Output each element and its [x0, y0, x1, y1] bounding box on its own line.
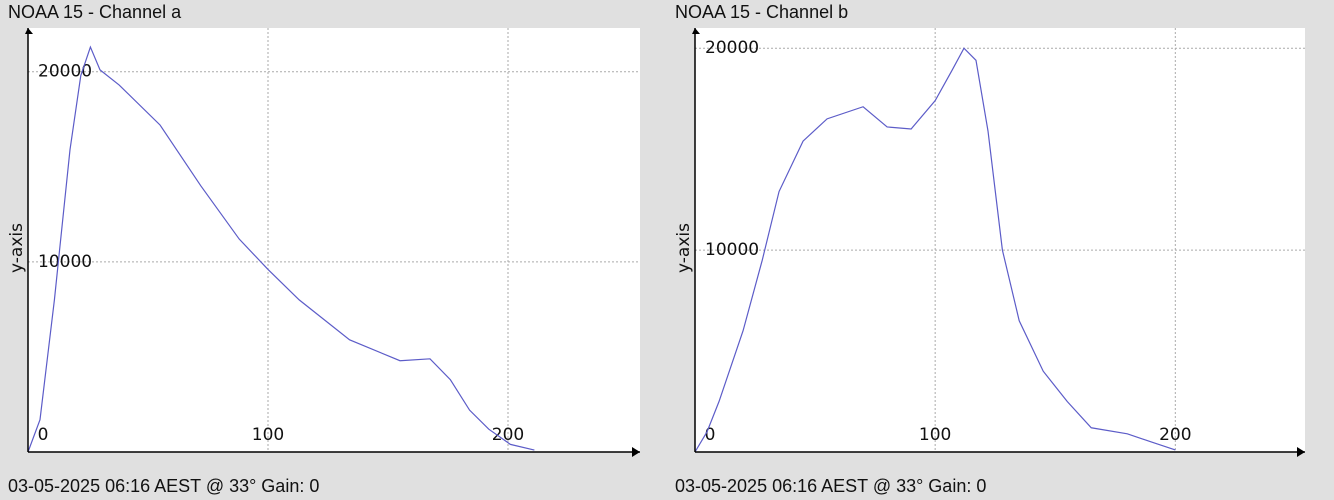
x-tick-label: 0	[38, 425, 49, 445]
x-tick-label: 100	[919, 425, 951, 445]
y-axis-arrow	[25, 28, 33, 34]
plot-area	[695, 28, 1305, 452]
x-axis-arrow	[1297, 447, 1305, 457]
y-tick-label: 10000	[38, 252, 92, 272]
panel-title: NOAA 15 - Channel a	[8, 2, 182, 22]
y-tick-label: 10000	[705, 240, 759, 260]
status-text: 03-05-2025 06:16 AEST @ 33° Gain: 0	[675, 476, 986, 496]
data-line	[694, 47, 1176, 453]
plot-area	[28, 28, 640, 452]
x-tick-label: 100	[252, 425, 284, 445]
y-axis-label: y-axis	[7, 223, 27, 273]
y-tick-label: 20000	[705, 38, 759, 58]
status-text: 03-05-2025 06:16 AEST @ 33° Gain: 0	[8, 476, 319, 496]
y-axis-label: y-axis	[674, 223, 694, 273]
x-tick-label: 200	[1159, 425, 1191, 445]
data-line	[27, 45, 535, 453]
y-axis-arrow	[692, 28, 700, 34]
x-axis-arrow	[632, 447, 640, 457]
panel-title: NOAA 15 - Channel b	[675, 2, 848, 22]
x-tick-label: 200	[492, 425, 524, 445]
y-tick-label: 20000	[38, 62, 92, 82]
x-tick-label: 0	[705, 425, 716, 445]
